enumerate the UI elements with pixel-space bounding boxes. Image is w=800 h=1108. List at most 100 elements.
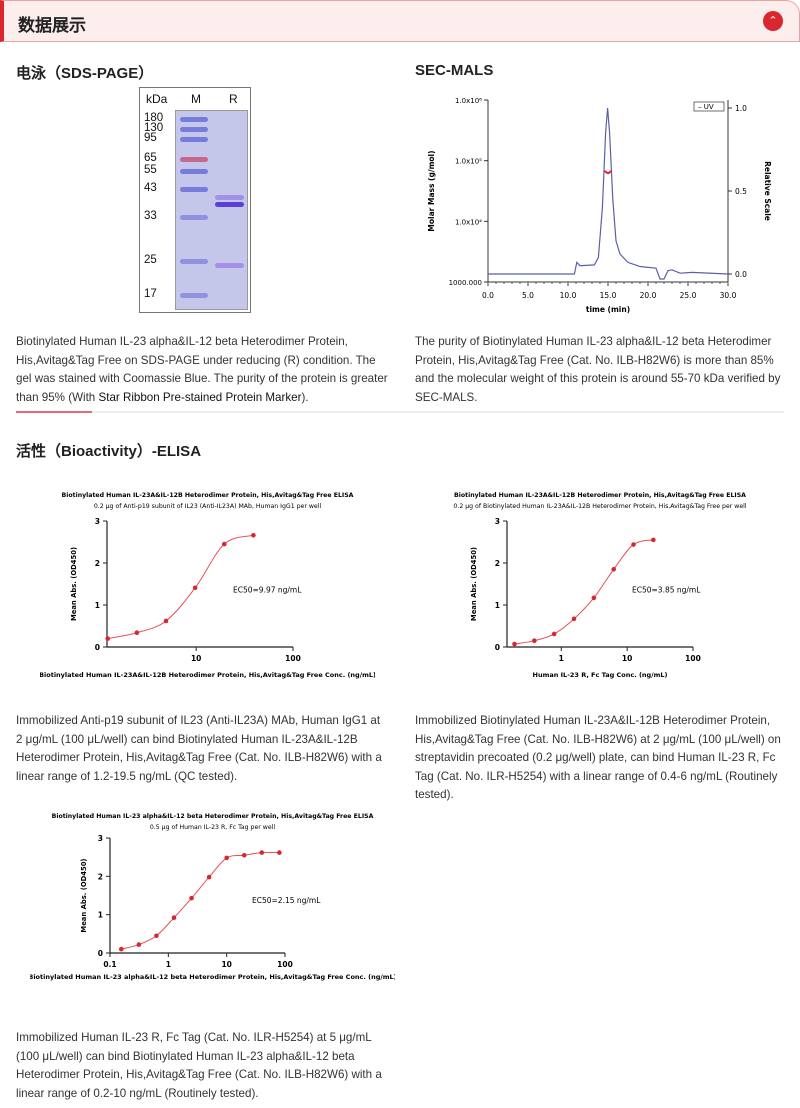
gel-marker-band [180,187,208,192]
chart-title: Biotinylated Human IL-23 alpha&IL-12 bet… [52,813,374,820]
data-point [206,874,212,880]
data-point [241,852,247,858]
elisa-caption-3: Immobilized Human IL-23 R, Fc Tag (Cat. … [16,1031,382,1100]
elisa-chart-1: Biotinylated Human IL-23A&IL-12B Heterod… [40,492,375,679]
gel-sample-band [215,195,244,200]
legend-box [693,101,725,112]
y-tick-label: 1 [98,911,103,920]
gel-marker-band [180,117,208,122]
gel-marker-label: 180 [144,112,164,124]
data-point [134,630,140,636]
gel-marker-band [180,215,208,220]
x-axis-label: Biotinylated Human IL-23A&IL-12B Heterod… [40,671,375,679]
data-point [192,585,198,591]
gel-marker-band [180,293,208,298]
x-tick-label: 5.0 [522,291,534,300]
y-tick-label: 3 [98,834,103,843]
gel-marker-label: 17 [144,288,157,300]
chart-subtitle: 0.2 μg of Anti-p19 subunit of IL23 (Anti… [94,503,322,510]
y-tick-label: 1 [95,601,100,610]
molar-mass-trace [604,170,612,175]
data-point [551,631,557,637]
y-tick-label: 0 [95,643,100,652]
x-tick-label: 30.0 [720,291,737,300]
y-axis-label: Mean Abs. (OD450) [70,547,78,621]
data-point [651,537,656,543]
gel-marker-label: 65 [144,152,157,164]
chart-subtitle: 0.2 μg of Biotinylated Human IL-23A&IL-1… [453,503,746,510]
y2-tick-label: 0.0 [735,270,747,279]
chart-title: Biotinylated Human IL-23A&IL-12B Heterod… [62,492,354,499]
x-tick-label: 15.0 [600,291,617,300]
marker-link[interactable]: Star Ribbon Pre-stained Protein Marker [98,390,302,404]
data-point [277,850,282,855]
section-title: 数据展示 [18,16,86,35]
y-tick-label: 0 [495,643,500,652]
caption-text: Biotinylated Human IL-23 alpha&IL-12 bet… [16,335,388,404]
gel-lane-label: R [229,92,238,106]
section-header: 数据展示 ⌃ [0,0,800,42]
gel-unit-label: kDa [146,92,168,106]
elisa-chart-2: Biotinylated Human IL-23A&IL-12B Heterod… [453,492,746,679]
sds-page-title: 电泳（SDS-PAGE） [16,65,154,82]
caption-text: ). [301,390,309,404]
x-tick-label: 0.0 [482,291,494,300]
x-axis-label: Biotinylated Human IL-23 alpha&IL-12 bet… [30,973,395,981]
y-tick-label: 2 [495,559,500,568]
gel-lane-label: M [191,92,201,106]
gel-sample-band [215,202,244,207]
y-tick-label: 1.0x10⁵ [455,158,482,166]
y-axis-label: Mean Abs. (OD450) [80,858,88,932]
uv-trace [488,107,729,280]
data-point [251,532,256,538]
gel-marker-band [180,157,208,162]
gel-marker-label: 43 [144,182,157,194]
data-point [136,942,142,947]
x-tick-label: 100 [277,960,293,969]
gel-lanes [175,110,248,310]
y2-tick-label: 1.0 [735,104,747,113]
elisa-caption-2: Immobilized Biotinylated Human IL-23A&IL… [415,714,781,801]
y2-tick-label: 0.5 [735,187,747,196]
data-point [105,636,110,641]
x-tick-label: 20.0 [640,291,657,300]
y-tick-label: 0 [98,949,103,958]
data-point [171,915,177,921]
gel-marker-label: 130 [144,122,164,134]
x-tick-label: 1 [559,654,564,663]
chart-subtitle: 0.5 μg of Human IL-23 R, Fc Tag per well [150,824,276,831]
sec-mals-chart: 0.0 5.0 10.0 15.0 20.0 25.0 30.0 1000.000 1.0x10… [427,97,772,314]
sec-mals-title: SEC-MALS [415,62,494,79]
gel-marker-band [180,137,208,142]
ec50-annotation: EC50=9.97 ng/mL [233,585,302,594]
y2-axis-label: Relative Scale [763,161,772,221]
data-point [532,638,537,643]
data-point [611,567,616,572]
elisa-chart-3: Biotinylated Human IL-23 alpha&IL-12 bet… [30,813,395,981]
x-tick-label: 0.1 [103,960,116,969]
x-tick-label: 10.0 [560,291,577,300]
y-tick-label: 3 [495,517,500,526]
ec50-annotation: EC50=2.15 ng/mL [252,896,321,905]
x-tick-label: 10 [622,654,632,663]
fit-curve [121,851,280,950]
sec-mals-caption: The purity of Biotinylated Human IL-23 a… [415,335,781,404]
x-axis-label: Human IL-23 R, Fc Tag Conc. (ng/mL) [533,671,668,679]
data-point [259,850,265,855]
gel-marker-band [180,259,208,264]
gel-marker-label: 55 [144,164,157,176]
gel-marker-label: 25 [144,254,157,266]
sds-page-caption: Biotinylated Human IL-23 alpha&IL-12 bet… [16,333,388,407]
x-tick-label: 100 [685,654,701,663]
y-tick-label: 1.0x10⁴ [455,218,482,226]
gel-marker-band [180,169,208,174]
x-tick-label: 25.0 [680,291,697,300]
x-axis-label: time (min) [586,305,630,314]
y-tick-label: 2 [98,872,103,881]
gel-marker-label: 95 [144,132,157,144]
data-point [512,641,517,647]
chevron-up-icon[interactable]: ⌃ [763,11,783,31]
data-point [118,946,124,952]
data-point [571,616,577,622]
sds-page-gel-image: kDa M R 180 130 95 65 55 43 33 25 17 [139,87,251,313]
